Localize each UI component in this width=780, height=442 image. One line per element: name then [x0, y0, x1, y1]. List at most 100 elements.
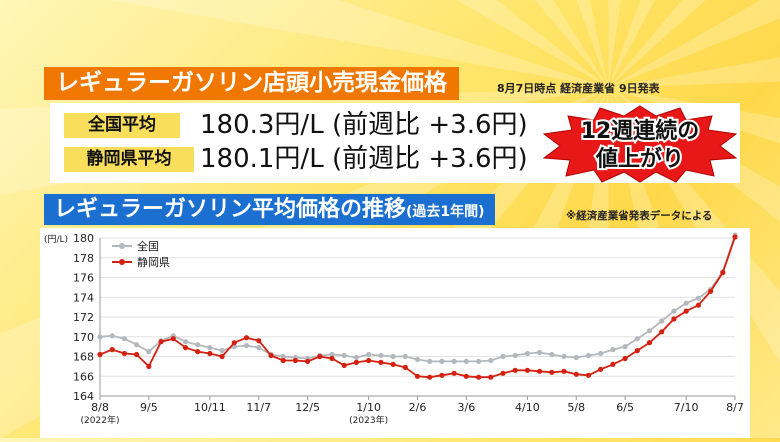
national-average-label: 全国平均	[64, 113, 180, 138]
chart-section-title-main: レギュラーガソリン平均価格の推移	[54, 197, 407, 222]
shizuoka-change: (前週比 +3.6円)	[331, 144, 528, 174]
data-point-shizuoka	[598, 366, 604, 372]
data-point-shizuoka	[134, 351, 140, 358]
data-point-national	[659, 318, 665, 324]
data-point-national	[97, 334, 103, 340]
data-point-national	[622, 344, 628, 350]
burst-shape	[542, 105, 738, 183]
data-point-shizuoka	[158, 339, 164, 345]
x-tick-label: 8/8	[91, 401, 109, 414]
data-point-shizuoka	[329, 355, 335, 362]
data-point-shizuoka	[121, 350, 127, 357]
data-point-shizuoka	[207, 350, 213, 357]
price-trend-chart: 164 166 168 170 172 174 176 178 180 (円/L) 8/8 9/5 10…	[44, 232, 744, 426]
data-point-national	[610, 347, 616, 353]
callout-line2: 値上がり	[595, 146, 684, 172]
data-point-shizuoka	[317, 353, 323, 360]
y-tick-label: 178	[73, 252, 94, 265]
data-point-shizuoka	[97, 351, 103, 358]
data-point-shizuoka	[353, 359, 359, 365]
y-axis-unit: (円/L)	[44, 234, 68, 245]
data-point-national	[121, 336, 127, 342]
data-point-national	[634, 336, 640, 342]
data-point-shizuoka	[146, 363, 152, 369]
data-point-national	[414, 356, 421, 363]
callout-burst: 12週連続の 値上がり	[542, 105, 738, 183]
data-point-shizuoka	[414, 373, 421, 379]
series-line-national	[99, 234, 736, 363]
data-point-shizuoka	[243, 335, 250, 341]
data-point-shizuoka	[170, 336, 176, 342]
data-point-shizuoka	[500, 370, 506, 376]
national-change: (前週比 +3.6円)	[331, 110, 528, 140]
y-tick-label: 164	[73, 390, 94, 403]
x-tick-label: 5/8	[567, 401, 585, 414]
data-point-shizuoka	[292, 357, 298, 364]
x-tick-label: 11/7	[246, 401, 271, 414]
data-point-national	[341, 352, 347, 359]
data-point-national	[256, 345, 262, 351]
chart-panel: 164 166 168 170 172 174 176 178 180 (円/L) 8/8 9/5 10…	[40, 228, 750, 438]
shizuoka-average-value: 180.1円/L (前週比 +3.6円)	[200, 144, 528, 174]
source-note: ※経済産業省発表データによる	[566, 210, 713, 222]
data-point-shizuoka	[524, 367, 530, 373]
y-tick-label: 180	[73, 232, 94, 245]
y-tick-label: 166	[73, 370, 94, 383]
data-point-shizuoka	[268, 352, 274, 359]
data-point-shizuoka	[610, 361, 616, 367]
data-point-shizuoka	[305, 358, 311, 364]
data-point-shizuoka	[195, 349, 201, 355]
data-point-shizuoka	[585, 372, 592, 378]
shizuoka-average-label: 静岡県平均	[64, 147, 194, 172]
y-tick-label: 170	[73, 331, 94, 344]
data-point-national	[537, 349, 543, 356]
data-point-shizuoka	[427, 374, 433, 380]
data-point-national	[109, 333, 115, 339]
data-point-shizuoka	[646, 340, 653, 346]
data-point-shizuoka	[659, 329, 665, 335]
header-title: レギュラーガソリン店頭小売現金価格	[44, 67, 459, 100]
y-tick-label: 176	[73, 272, 94, 285]
data-point-national	[195, 342, 201, 348]
data-point-national	[378, 352, 384, 359]
chart-section-title: レギュラーガソリン平均価格の推移(過去1年間)	[44, 194, 495, 225]
data-point-national	[561, 353, 567, 360]
data-point-shizuoka	[378, 359, 384, 365]
data-point-shizuoka	[720, 270, 726, 276]
data-point-national	[683, 300, 689, 306]
data-point-national	[243, 343, 250, 349]
data-point-national	[500, 353, 506, 360]
legend-label: 静岡県	[137, 255, 170, 269]
x-tick-label: 6/5	[616, 401, 634, 414]
data-point-national	[366, 351, 372, 358]
data-point-national	[488, 357, 494, 364]
shizuoka-price: 180.1円/L	[200, 144, 324, 174]
data-point-shizuoka	[708, 288, 714, 294]
data-point-national	[182, 339, 189, 345]
data-point-shizuoka	[561, 368, 567, 374]
y-tick-label: 168	[73, 351, 94, 364]
data-point-shizuoka	[390, 361, 396, 367]
x-tick-label: 10/11	[194, 401, 226, 414]
data-point-national	[585, 352, 592, 359]
data-point-shizuoka	[634, 348, 640, 354]
year-label: (2023年)	[349, 414, 388, 426]
data-point-shizuoka	[182, 345, 189, 351]
data-point-shizuoka	[476, 374, 482, 380]
y-tick-label: 174	[73, 291, 94, 304]
x-tick-label: 12/5	[295, 401, 320, 414]
as-of-note: 8月7日時点 経済産業省 9日発表	[497, 82, 660, 95]
x-tick-label: 7/10	[674, 401, 699, 414]
chart-section-subtitle: (過去1年間)	[406, 204, 485, 220]
data-point-national	[451, 358, 457, 364]
x-tick-label: 8/7	[726, 401, 744, 414]
data-point-shizuoka	[341, 362, 347, 368]
data-point-national	[353, 354, 359, 361]
data-point-shizuoka	[231, 340, 237, 346]
data-point-national	[512, 352, 518, 359]
national-price: 180.3円/L	[200, 110, 324, 140]
data-point-shizuoka	[402, 364, 408, 370]
data-point-national	[390, 353, 396, 360]
data-point-national	[280, 353, 286, 360]
data-point-national	[146, 349, 152, 355]
